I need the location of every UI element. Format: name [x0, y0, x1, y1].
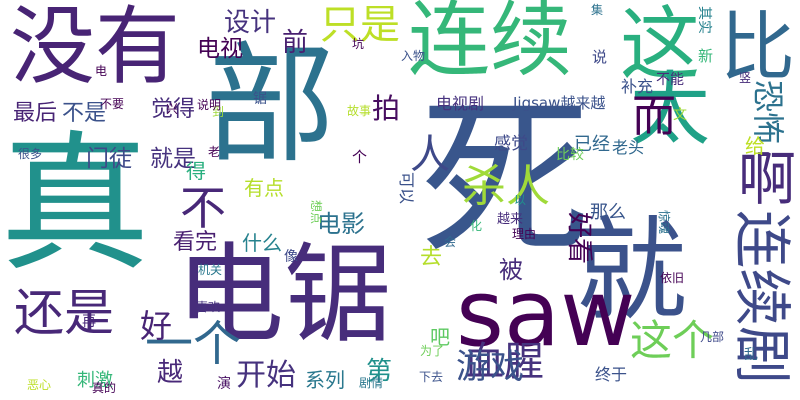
word: 惊魂 — [657, 210, 671, 235]
word: 以 — [514, 193, 527, 207]
word: 剧情 — [359, 376, 384, 390]
word: 去 — [420, 245, 443, 270]
word: 还是 — [14, 284, 114, 342]
word: 比较 — [556, 147, 584, 163]
word: 吧 — [430, 325, 450, 349]
word: 锯 — [253, 91, 267, 107]
word: 得 — [186, 159, 206, 183]
word: saw — [456, 260, 636, 367]
word: 可以 — [397, 172, 416, 205]
word: 依旧 — [660, 271, 685, 285]
word: 很多 — [18, 147, 43, 161]
word: 这 — [620, 0, 700, 91]
word: 设计 — [224, 8, 277, 38]
word: 前 — [282, 28, 309, 58]
word: 这个 — [630, 316, 715, 365]
word: 文 — [673, 107, 687, 123]
word: 系列 — [305, 368, 345, 392]
word: 乱 — [744, 347, 758, 363]
word: 最后 — [13, 101, 58, 126]
word: 太 — [630, 63, 710, 156]
word: 喜欢 — [196, 300, 221, 314]
word: 竖 — [739, 71, 752, 85]
word: 机关 — [198, 263, 223, 277]
word: 化 — [470, 219, 483, 233]
word: 游戏 — [456, 347, 524, 387]
word: 就 — [575, 206, 687, 336]
word: 越 — [157, 358, 184, 388]
word: 终于 — [595, 365, 628, 384]
word: 门徒 — [86, 146, 132, 172]
word: 看完 — [173, 230, 218, 255]
word: 觉得 — [151, 97, 196, 122]
word: 不是 — [62, 101, 107, 126]
word: 故事 — [347, 104, 372, 118]
word: 恶心 — [27, 378, 52, 392]
word: 新 — [698, 47, 714, 65]
word: 会 — [444, 235, 457, 249]
word: 只是 — [320, 2, 400, 48]
word: 集 — [591, 3, 604, 17]
word: 其实 — [696, 6, 712, 34]
word: 为了 — [420, 344, 445, 358]
word: 一个 — [145, 316, 242, 372]
word: 连续剧 — [728, 210, 796, 385]
word: 老 — [208, 145, 221, 159]
word: 入物 — [401, 49, 426, 63]
word: 已经 — [574, 134, 610, 155]
word: 说 — [592, 48, 608, 66]
word: 部 — [205, 29, 336, 181]
word: 电 — [95, 64, 108, 78]
word: 个 — [352, 148, 368, 166]
word: 啊 — [738, 145, 797, 213]
word: 给 — [745, 134, 765, 158]
word: 死 — [420, 81, 591, 279]
word: 老头 — [612, 138, 645, 157]
word: 不能 — [656, 72, 684, 88]
word: 而 — [632, 91, 676, 142]
word: 好看 — [564, 212, 594, 265]
word: 什么 — [242, 231, 282, 255]
word: 不 — [180, 181, 226, 235]
word: 人 — [410, 132, 450, 178]
word: 血腥 — [464, 339, 544, 385]
word: 说明 — [197, 98, 222, 112]
word: 电影 — [317, 210, 365, 238]
word: 真的 — [92, 381, 117, 395]
word: 第 — [366, 357, 393, 387]
word: 兴 — [166, 102, 179, 116]
word: 连续 — [408, 0, 573, 88]
word: 几部 — [700, 330, 725, 344]
word: 开始 — [236, 358, 296, 393]
word: 像 — [284, 249, 298, 265]
word: 电锯 — [176, 233, 393, 358]
word: 真 — [0, 118, 151, 292]
word: 补充 — [621, 77, 654, 96]
word: 到 — [212, 105, 225, 119]
word: 被 — [499, 256, 523, 284]
word: 不要 — [100, 97, 125, 111]
word: 比 — [720, 3, 796, 91]
word: 感觉 — [494, 134, 528, 154]
word: 好 — [140, 307, 173, 345]
word: 再 — [82, 314, 96, 330]
word: 有点 — [244, 176, 284, 200]
word: 杀人 — [462, 161, 550, 212]
word: 想点 — [309, 200, 323, 225]
word: 刺激 — [77, 370, 113, 391]
word: 电视 — [197, 36, 243, 62]
word: 演 — [217, 376, 231, 392]
word: 就是 — [150, 146, 196, 172]
word: Jigsaw越来越 — [513, 94, 606, 112]
word: 那么 — [590, 202, 626, 223]
word: 没有 — [10, 0, 181, 97]
word: 理由 — [512, 227, 537, 241]
word: 拍 — [372, 92, 401, 125]
word: 下去 — [419, 370, 444, 384]
word: 越来 — [497, 212, 524, 227]
word: 电视剧 — [436, 94, 485, 113]
word: 坑 — [352, 37, 365, 51]
